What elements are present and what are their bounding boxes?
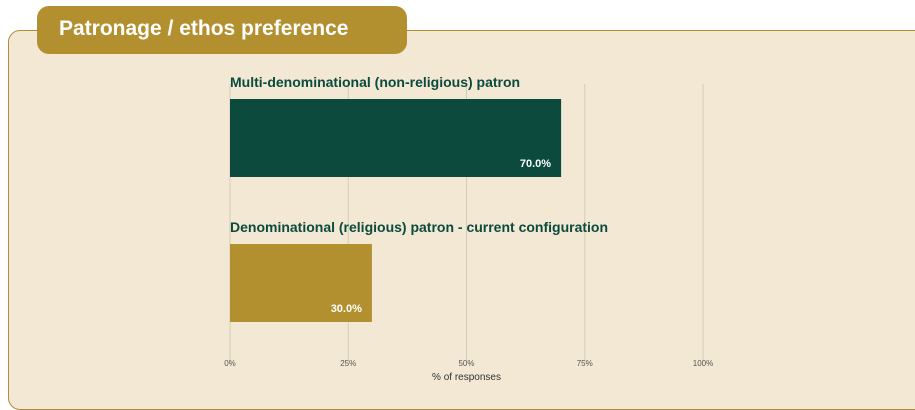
x-tick-label-3: 75% (577, 359, 593, 368)
x-tick-label-0: 0% (224, 359, 236, 368)
x-tick-label-2: 50% (458, 359, 474, 368)
bar-0 (230, 99, 562, 177)
chart-title: Patronage / ethos preference (37, 6, 407, 54)
bar-1 (230, 244, 372, 322)
value-label-0: 70.0% (520, 158, 551, 170)
x-tick-label-1: 25% (340, 359, 356, 368)
x-axis-label: % of responses (432, 372, 501, 383)
category-label-0: Multi-denominational (non-religious) pat… (230, 74, 520, 90)
category-label-1: Denominational (religious) patron - curr… (230, 219, 608, 235)
chart-panel (8, 30, 915, 410)
x-tick-label-4: 100% (693, 359, 713, 368)
value-label-1: 30.0% (331, 303, 362, 315)
bar-chart: Multi-denominational (non-religious) pat… (224, 74, 713, 383)
